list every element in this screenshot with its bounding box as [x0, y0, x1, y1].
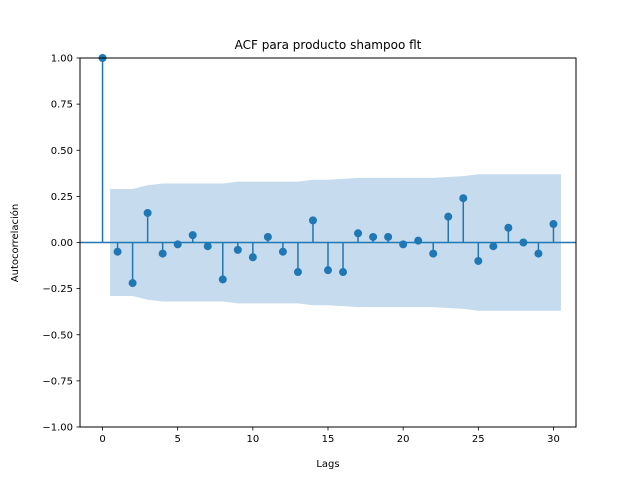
x-tick-label: 0 [99, 434, 105, 445]
acf-point [459, 194, 468, 203]
y-tick-label: −0.75 [42, 376, 73, 387]
y-tick-label: 0.00 [51, 238, 73, 249]
y-tick-label: −0.25 [42, 284, 73, 295]
x-tick-label: 25 [472, 434, 485, 445]
y-tick-label: −1.00 [42, 423, 73, 434]
y-tick-label: 0.25 [51, 192, 73, 203]
acf-point [188, 231, 197, 240]
acf-point [128, 279, 137, 288]
y-tick-label: 1.00 [51, 54, 73, 65]
acf-point [534, 249, 543, 258]
acf-point [549, 220, 558, 229]
acf-point [429, 249, 438, 258]
acf-point [293, 268, 302, 277]
acf-point [339, 268, 348, 277]
y-axis-label: Autocorrelación [9, 204, 21, 282]
x-tick-label: 10 [246, 434, 259, 445]
acf-point [504, 223, 513, 232]
acf-point [384, 232, 393, 241]
acf-point [278, 247, 287, 256]
acf-point [354, 229, 363, 238]
acf-point [444, 212, 453, 221]
acf-point [369, 232, 378, 241]
y-tick-label: 0.50 [51, 146, 73, 157]
y-axis: 1.00 0.75 0.50 0.25 0.00 −0.25 −0.50 −0.75 −1.00 [42, 54, 80, 434]
acf-point [143, 208, 152, 217]
acf-point [248, 253, 257, 262]
acf-point [519, 238, 528, 247]
y-tick-label: 0.75 [51, 100, 73, 111]
x-tick-label: 30 [547, 434, 560, 445]
acf-point [399, 240, 408, 249]
x-tick-label: 15 [322, 434, 335, 445]
acf-point [474, 256, 483, 265]
chart-title: ACF para producto shampoo flt [235, 38, 422, 52]
acf-point [489, 242, 498, 251]
acf-point [324, 266, 332, 275]
x-tick-label: 5 [175, 434, 181, 445]
acf-point [113, 247, 122, 256]
acf-point [263, 232, 272, 241]
acf-point [173, 240, 182, 249]
acf-point [233, 245, 242, 254]
acf-point [203, 242, 212, 251]
acf-point [158, 249, 167, 258]
acf-point [308, 216, 317, 225]
x-axis: 0 5 10 15 20 25 30 [99, 427, 560, 445]
x-tick-label: 20 [397, 434, 410, 445]
y-tick-label: −0.50 [42, 330, 73, 341]
acf-point [414, 236, 423, 245]
plot-area [80, 54, 576, 311]
acf-point [218, 275, 227, 284]
x-axis-label: Lags [316, 459, 339, 470]
